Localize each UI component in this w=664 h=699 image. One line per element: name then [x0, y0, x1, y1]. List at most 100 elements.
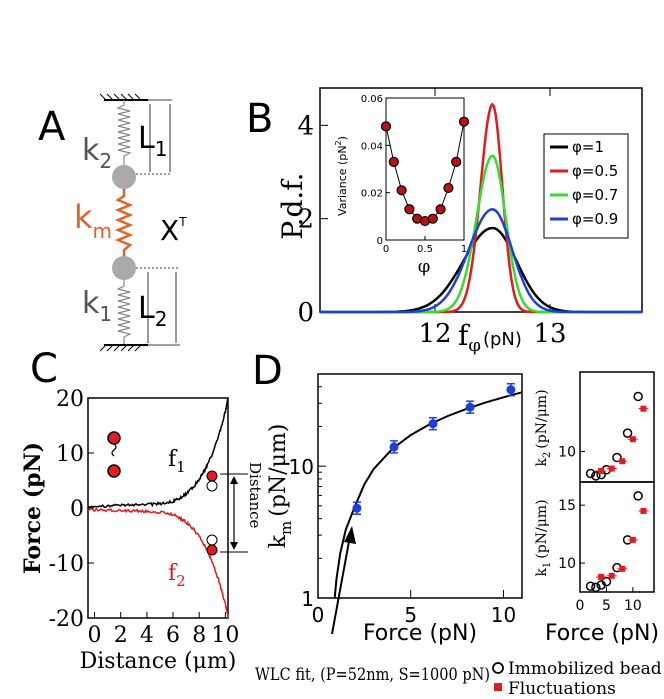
- panel-c-curves: [88, 398, 228, 618]
- k2-label: k2: [82, 133, 112, 173]
- inset-ytick-label: 0.04: [361, 141, 383, 152]
- legend-label: φ=1: [572, 138, 604, 156]
- c-ytick-label: 10: [56, 442, 84, 467]
- legend-fluctuations: Fluctuations: [508, 679, 616, 699]
- panel-d-plot: [335, 384, 522, 598]
- rb-xtick-label: 10: [624, 598, 642, 614]
- inset-ylabel: Variance (pN2): [334, 136, 349, 216]
- b-ytick-label: 0: [297, 298, 314, 328]
- pdf-curve: [320, 228, 642, 312]
- c-xtick-label: 6: [166, 623, 180, 648]
- km-point: [506, 385, 515, 394]
- immobilized-point: [634, 492, 642, 500]
- immobilized-point: [634, 392, 642, 400]
- panel-c-xlabel: Distance (μm): [80, 649, 237, 674]
- inset-xtick-label: 1: [461, 244, 467, 255]
- inset-ytick-label: 0.02: [361, 189, 383, 200]
- inset-point: [444, 183, 453, 192]
- top-anchor: [100, 94, 148, 100]
- km-point: [466, 403, 475, 412]
- panel-c-ticks: 0 2 4 6 8 1020100-10-20: [49, 387, 240, 648]
- fluct-point: [598, 574, 604, 580]
- fluct-point: [640, 406, 646, 412]
- right-top-ylabel: k2(pN/μm): [534, 389, 553, 466]
- km-point: [352, 504, 361, 513]
- panel-b-letter: B: [246, 96, 273, 142]
- inset-ytick-label: 0: [377, 236, 383, 247]
- bead-pair-icon: [108, 432, 120, 477]
- bottom-bead: [112, 256, 136, 280]
- fluct-point: [640, 508, 646, 514]
- c-xtick-label: 10: [211, 623, 239, 648]
- inset-xtick-label: 0: [383, 244, 389, 255]
- force-curve: [88, 509, 228, 618]
- inset-point: [428, 214, 437, 223]
- xt-label: XT: [160, 214, 187, 247]
- c-xtick-label: 4: [140, 623, 154, 648]
- panel-c: C 0 2 4 6 8 1020100-10-20 Force (pN) Distance…: [20, 346, 264, 674]
- panel-b-legend: φ=1 φ=0.5 φ=0.7 φ=0.9: [544, 134, 628, 238]
- legend-label: φ=0.9: [572, 210, 618, 228]
- l1-label: L1: [138, 121, 167, 161]
- legend-label: φ=0.7: [572, 186, 618, 204]
- fluct-point: [619, 458, 625, 464]
- c-ytick-label: -20: [49, 607, 84, 632]
- top-bead: [112, 165, 136, 189]
- inset-point: [389, 157, 398, 166]
- inset-point: [382, 122, 391, 131]
- panel-b-ylabel: P.d.f.: [276, 172, 309, 239]
- panel-b-xlabel: fφ (pN): [458, 319, 522, 356]
- panel-d-frame: [318, 374, 522, 598]
- km-point: [428, 419, 437, 428]
- inset-xtick-label: 0.5: [417, 244, 433, 255]
- d-xtick-label: 10: [491, 603, 516, 627]
- immobilized-point: [624, 429, 632, 437]
- fluct-point: [598, 468, 604, 474]
- c-ytick-label: -10: [49, 552, 84, 577]
- panel-d-xlabel: Force (pN): [363, 621, 477, 646]
- inset-point: [452, 157, 461, 166]
- rb-xtick-label: 0: [576, 598, 585, 614]
- fluct-point: [630, 537, 636, 543]
- panel-c-ylabel: Force (pN): [20, 442, 46, 574]
- distance-label: Distance: [246, 462, 264, 529]
- inset-point: [405, 205, 414, 214]
- f2-label: f2: [168, 561, 186, 590]
- inset-point: [436, 205, 445, 214]
- right-xlabel: Force (pN): [545, 621, 659, 646]
- fluct-point: [609, 466, 615, 472]
- km-spring: [118, 189, 130, 256]
- bottom-anchor: [100, 345, 148, 351]
- rb-xtick-label: 5: [602, 598, 611, 614]
- fluct-point: [609, 573, 615, 579]
- right-bottom-ylabel: k1(pN/μm): [534, 499, 553, 576]
- legend-label: φ=0.5: [572, 162, 618, 180]
- wlc-caption: WLC fit, (P=52nm, S=1000 pN): [255, 665, 490, 685]
- panel-c-letter: C: [30, 346, 58, 392]
- c-ytick-label: 0: [70, 497, 84, 522]
- panel-a-letter: A: [38, 104, 66, 150]
- c-xtick-label: 8: [192, 623, 206, 648]
- panel-b: B 12 13 0 2 4 P.d.f. fφ (pN) φ=1 φ=0.5 φ=0.7 φ=0…: [246, 88, 642, 356]
- d-ytick-label: 1: [301, 587, 314, 611]
- km-point: [390, 442, 399, 451]
- fluct-point: [619, 566, 625, 572]
- c-xtick-label: 2: [114, 623, 128, 648]
- inset-point: [397, 186, 406, 195]
- panel-d-ticks: 0 5 10110: [289, 387, 517, 627]
- rb-ytick-label: 15: [558, 498, 576, 514]
- k1-spring: [118, 280, 130, 344]
- legend-immobilized: Immobilized bead: [508, 659, 662, 679]
- panel-a: A k2: [38, 94, 187, 351]
- panel-d-ylabel: km(pN/μm): [266, 424, 295, 549]
- panel-d: D 0 5 10110 km(pN/μm) Force (pN) 1010150 5 1…: [252, 348, 662, 699]
- inset-ytick-label: 0.06: [361, 94, 383, 105]
- panel-c-frame: [88, 398, 228, 618]
- panel-d-letter: D: [252, 348, 283, 394]
- km-label: km: [74, 198, 112, 243]
- fluct-marker: [494, 683, 502, 691]
- b-xtick-label: 13: [533, 319, 566, 349]
- force-curve: [88, 398, 228, 508]
- inset-xlabel: φ: [418, 256, 431, 277]
